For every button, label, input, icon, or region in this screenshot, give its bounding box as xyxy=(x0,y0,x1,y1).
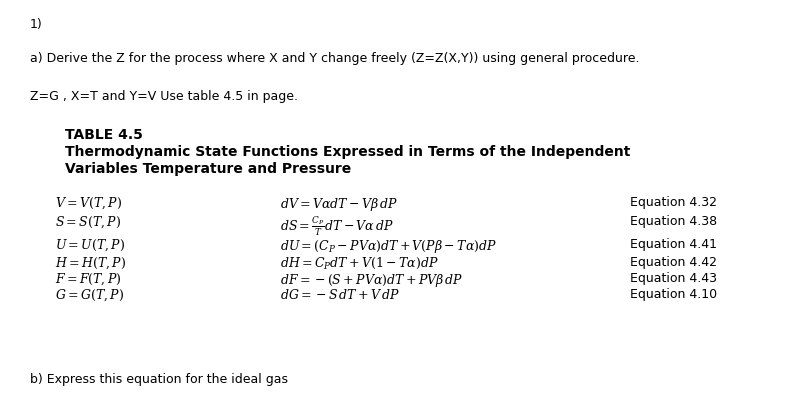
Text: Equation 4.43: Equation 4.43 xyxy=(630,272,717,285)
Text: Equation 4.38: Equation 4.38 xyxy=(630,215,717,228)
Text: Equation 4.10: Equation 4.10 xyxy=(630,288,717,301)
Text: $dS = \frac{C_P}{T}dT - V\alpha\,dP$: $dS = \frac{C_P}{T}dT - V\alpha\,dP$ xyxy=(280,215,394,238)
Text: $S = S(T, P)$: $S = S(T, P)$ xyxy=(55,215,121,230)
Text: $F = F(T, P)$: $F = F(T, P)$ xyxy=(55,272,122,288)
Text: Z=G , X=T and Y=V Use table 4.5 in page.: Z=G , X=T and Y=V Use table 4.5 in page. xyxy=(30,90,298,103)
Text: TABLE 4.5: TABLE 4.5 xyxy=(65,128,143,142)
Text: $dG = -S\,dT + V\,dP$: $dG = -S\,dT + V\,dP$ xyxy=(280,288,400,302)
Text: $U = U(T, P)$: $U = U(T, P)$ xyxy=(55,238,125,253)
Text: 1): 1) xyxy=(30,18,42,31)
Text: Variables Temperature and Pressure: Variables Temperature and Pressure xyxy=(65,162,351,176)
Text: a) Derive the Z for the process where X and Y change freely (Z=Z(X,Y)) using gen: a) Derive the Z for the process where X … xyxy=(30,52,640,65)
Text: $V = V(T, P)$: $V = V(T, P)$ xyxy=(55,196,122,212)
Text: $H = H(T, P)$: $H = H(T, P)$ xyxy=(55,256,126,271)
Text: Thermodynamic State Functions Expressed in Terms of the Independent: Thermodynamic State Functions Expressed … xyxy=(65,145,630,159)
Text: Equation 4.32: Equation 4.32 xyxy=(630,196,717,209)
Text: $dH = C_P dT + V(1 - T\alpha)dP$: $dH = C_P dT + V(1 - T\alpha)dP$ xyxy=(280,256,439,271)
Text: $dU = (C_P - PV\alpha)dT + V(P\beta - T\alpha)dP$: $dU = (C_P - PV\alpha)dT + V(P\beta - T\… xyxy=(280,238,497,255)
Text: Equation 4.42: Equation 4.42 xyxy=(630,256,717,269)
Text: $G = G(T, P)$: $G = G(T, P)$ xyxy=(55,288,124,303)
Text: b) Express this equation for the ideal gas: b) Express this equation for the ideal g… xyxy=(30,373,288,386)
Text: $dF = -(S + PV\alpha)dT + PV\beta\,dP$: $dF = -(S + PV\alpha)dT + PV\beta\,dP$ xyxy=(280,272,463,289)
Text: $dV = V\alpha dT - V\beta\,dP$: $dV = V\alpha dT - V\beta\,dP$ xyxy=(280,196,398,213)
Text: Equation 4.41: Equation 4.41 xyxy=(630,238,717,251)
